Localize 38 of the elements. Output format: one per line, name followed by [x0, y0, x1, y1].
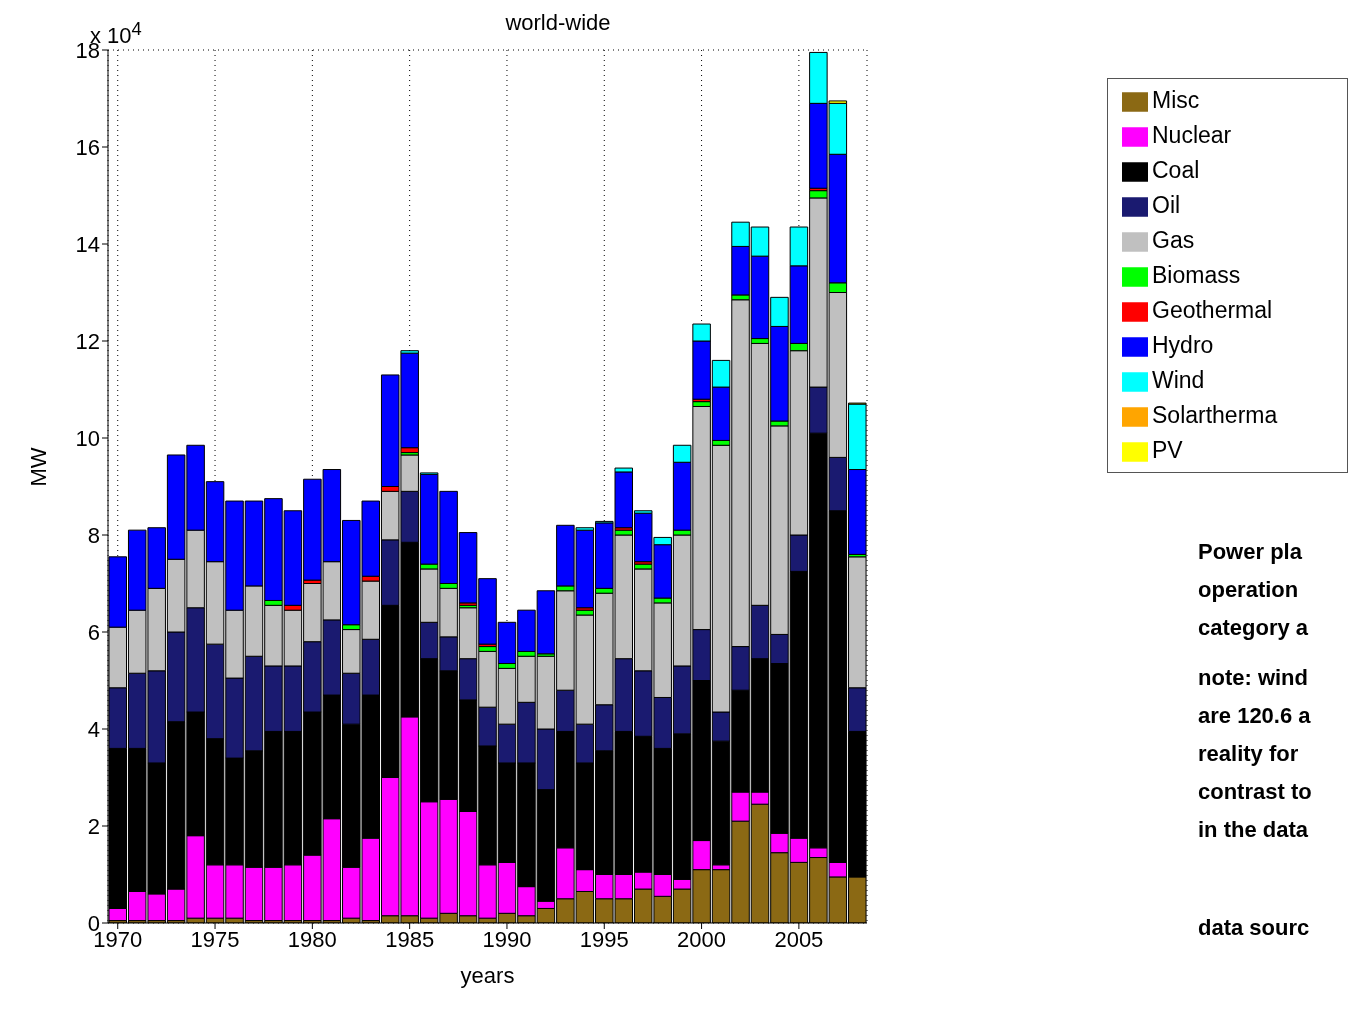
legend-label: Coal — [1152, 157, 1200, 183]
x-tick-label: 1990 — [482, 926, 532, 952]
text: Power pla — [1198, 538, 1303, 566]
y-tick-label: 4 — [87, 716, 100, 742]
y-tick-label: 16 — [75, 134, 100, 160]
chart-title: world-wide — [505, 10, 611, 35]
legend-label: Gas — [1152, 227, 1195, 253]
y-tick-label: 8 — [87, 522, 100, 548]
text: data sourc — [1198, 914, 1311, 942]
legend-label: Solartherma — [1152, 402, 1278, 428]
text: are 120.6 a — [1198, 702, 1312, 730]
legend-label: Hydro — [1152, 332, 1214, 358]
x-tick-label: 1980 — [287, 926, 337, 952]
text: category a — [1198, 614, 1310, 642]
text: reality for — [1198, 740, 1300, 768]
legend-label: Oil — [1152, 192, 1181, 218]
legend-label: Geothermal — [1152, 297, 1273, 323]
legend-label: PV — [1152, 437, 1183, 463]
y-tick-label: 14 — [75, 231, 100, 257]
text: contrast to — [1198, 778, 1312, 806]
legend-label: Nuclear — [1152, 122, 1232, 148]
x-tick-label: 1975 — [190, 926, 240, 952]
text: note: wind — [1198, 664, 1309, 692]
x-tick-label: 2005 — [774, 926, 824, 952]
legend-label: Biomass — [1152, 262, 1241, 288]
legend-label: Misc — [1152, 87, 1200, 113]
y-tick-label: 12 — [75, 328, 100, 354]
y-tick-label: 10 — [75, 425, 100, 451]
x-tick-label: 1985 — [385, 926, 435, 952]
text: operation — [1198, 576, 1300, 604]
y-tick-label: 2 — [87, 813, 100, 839]
y-tick-label: 6 — [87, 619, 100, 645]
x-tick-label: 2000 — [677, 926, 727, 952]
legend-label: Wind — [1152, 367, 1205, 393]
x-tick-label: 1995 — [579, 926, 629, 952]
y-axis-title: MW — [25, 447, 51, 487]
text: in the data — [1198, 816, 1309, 844]
x-axis-title: years — [460, 963, 515, 988]
